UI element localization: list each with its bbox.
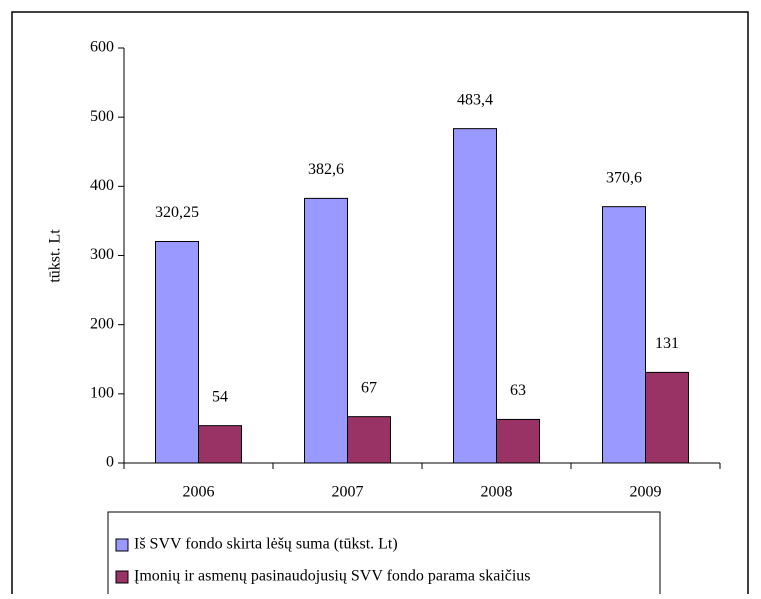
y-tick-label: 100 [90,385,114,402]
legend-box [107,511,661,599]
legend-swatch [115,570,129,584]
data-label: 483,4 [457,91,493,108]
bar [155,240,199,464]
bar [602,206,646,464]
legend-label: Įmonių ir asmenų pasinaudojusių SVV fond… [134,568,531,585]
y-tick-label: 200 [90,315,114,332]
bar [198,425,242,464]
bar [496,418,540,464]
y-tick-label: 400 [90,177,114,194]
chart-frame [11,11,749,599]
data-label: 63 [510,382,526,399]
y-axis-label: tūkst. Lt [47,229,64,283]
x-tick-label: 2007 [332,484,364,501]
y-tick-label: 500 [90,108,114,125]
x-tick-label: 2009 [630,484,662,501]
y-tick-label: 600 [90,39,114,56]
y-tick-label: 300 [90,246,114,263]
data-label: 54 [212,388,228,405]
data-label: 382,6 [308,161,344,178]
legend-label: Iš SVV fondo skirta lėšų suma (tūkst. Lt… [134,536,398,553]
x-tick-label: 2008 [481,484,513,501]
legend-swatch [115,538,129,552]
data-label: 370,6 [606,169,642,186]
y-tick-label: 0 [106,454,114,471]
data-label: 320,25 [155,204,199,221]
x-tick-label: 2006 [183,484,215,501]
bar [453,128,497,464]
data-label: 67 [361,379,377,396]
bar [645,371,689,464]
bar [347,416,391,464]
bar [304,197,348,464]
data-label: 131 [655,335,679,352]
